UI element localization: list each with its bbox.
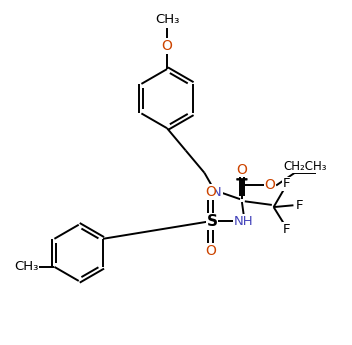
Text: O: O [205,185,216,199]
Text: CH₃: CH₃ [155,13,179,26]
Text: HN: HN [202,186,222,199]
Text: O: O [265,178,276,193]
Text: CH₃: CH₃ [14,260,38,273]
Text: O: O [162,39,172,53]
Text: O: O [237,162,247,177]
Text: F: F [283,223,290,236]
Text: F: F [283,177,290,190]
Text: F: F [296,199,303,212]
Text: NH: NH [234,215,253,228]
Text: S: S [207,214,218,229]
Text: O: O [205,244,216,258]
Text: CH₂CH₃: CH₂CH₃ [283,159,327,172]
